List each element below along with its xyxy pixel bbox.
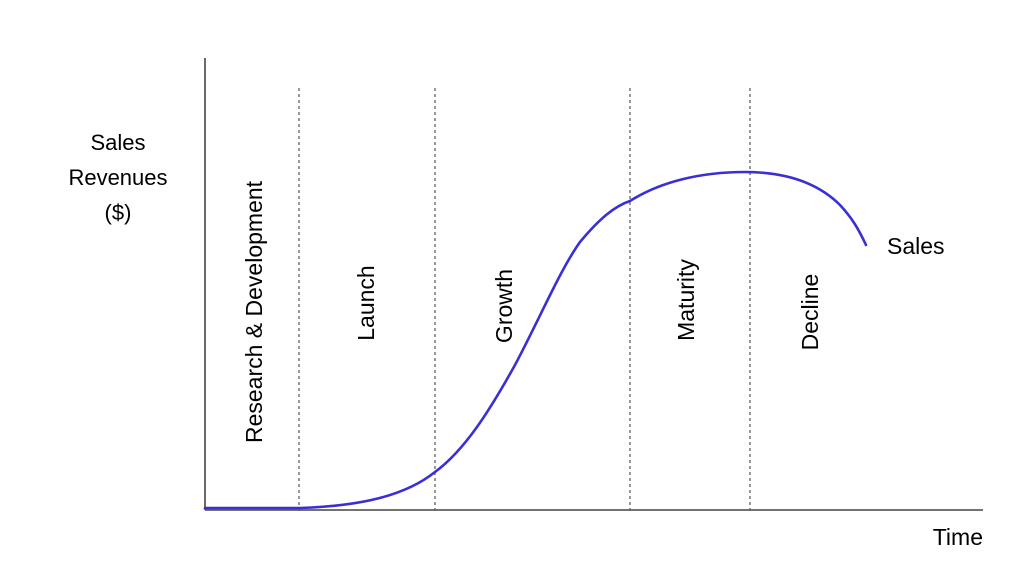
- x-axis-label: Time: [933, 524, 983, 550]
- stage-label-growth: Growth: [491, 269, 517, 343]
- stage-label-decline: Decline: [797, 274, 823, 351]
- stage-label-launch: Launch: [353, 265, 379, 340]
- y-axis-label-line-3: ($): [105, 200, 132, 225]
- sales-curve: [203, 170, 868, 510]
- series-label-sales: Sales: [887, 233, 945, 259]
- stage-label-maturity: Maturity: [673, 259, 699, 341]
- y-axis-label-line-2: Revenues: [68, 165, 167, 190]
- stage-label-research-development: Research & Development: [241, 180, 267, 443]
- y-axis-label-line-1: Sales: [90, 130, 145, 155]
